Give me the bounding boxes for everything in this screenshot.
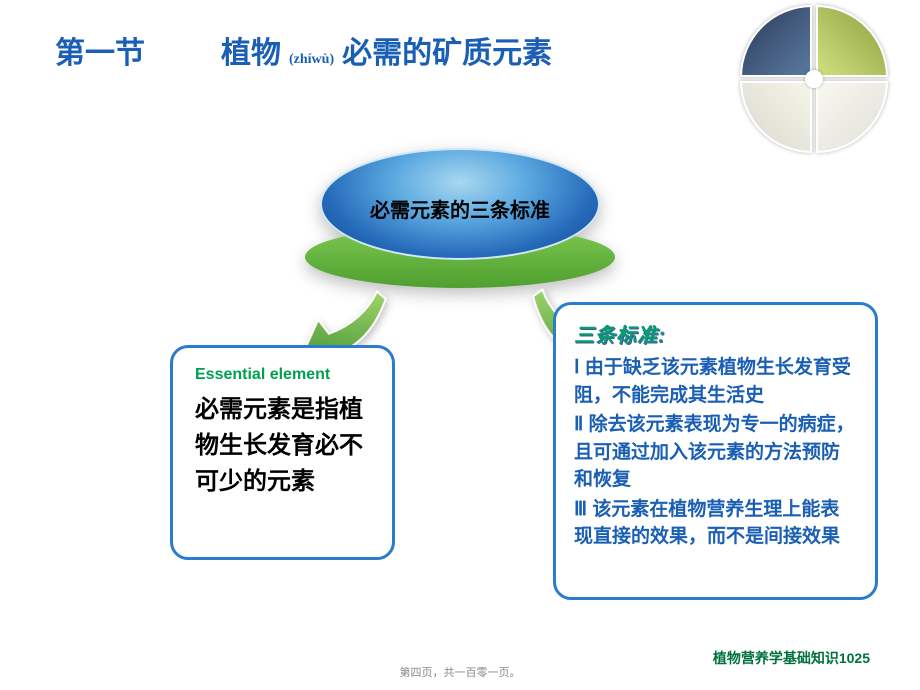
- pie-q2: [816, 5, 888, 77]
- left-card-body: 必需元素是指植物生长发育必不可少的元素: [195, 392, 370, 500]
- title-word1: 植物: [221, 28, 281, 72]
- corner-pie-graphic: [740, 5, 888, 153]
- oval-top: 必需元素的三条标准: [320, 148, 600, 260]
- criterion-1: Ⅰ 由于缺乏该元素植物生长发育受阻，不能完成其生活史: [574, 354, 857, 409]
- center-oval-badge: 必需元素的三条标准: [305, 148, 615, 288]
- criterion-3: Ⅲ 该元素在植物营养生理上能表现直接的效果，而不是间接效果: [574, 496, 857, 551]
- pie-q3: [740, 81, 812, 153]
- title-pinyin: (zhíwù): [289, 52, 334, 68]
- footer-right: 植物营养学基础知识1025: [713, 648, 870, 668]
- title-prefix: 第一节: [55, 28, 145, 72]
- page-title: 第一节 植物 (zhíwù) 必需的矿质元素: [55, 28, 552, 72]
- title-word2: 必需的矿质元素: [342, 28, 552, 72]
- pie-q4: [816, 81, 888, 153]
- right-card: 三条标准: Ⅰ 由于缺乏该元素植物生长发育受阻，不能完成其生活史 Ⅱ 除去该元素…: [553, 302, 878, 600]
- left-card: Essential element 必需元素是指植物生长发育必不可少的元素: [170, 345, 395, 560]
- right-card-body: Ⅰ 由于缺乏该元素植物生长发育受阻，不能完成其生活史 Ⅱ 除去该元素表现为专一的…: [574, 354, 857, 551]
- right-card-heading: 三条标准:: [574, 319, 857, 348]
- footer-center: 第四页，共一百零一页。: [400, 664, 521, 680]
- pie-q1: [740, 5, 812, 77]
- title-spacer: [153, 28, 213, 72]
- criterion-2: Ⅱ 除去该元素表现为专一的病症，且可通过加入该元素的方法预防和恢复: [574, 411, 857, 494]
- left-card-heading: Essential element: [195, 366, 370, 384]
- badge-text: 必需元素的三条标准: [370, 194, 550, 223]
- pie-center: [805, 70, 823, 88]
